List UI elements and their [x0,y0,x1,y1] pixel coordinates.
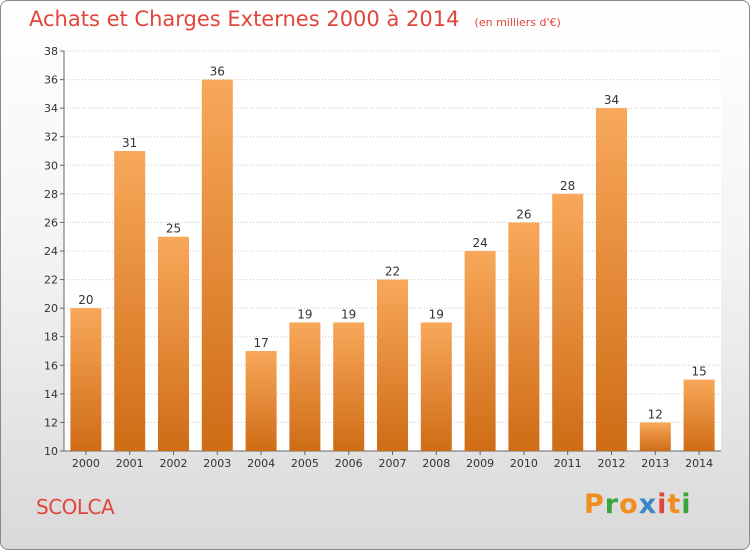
x-tick-label-2005: 2005 [291,457,319,470]
data-label-2000: 20 [78,293,93,307]
bar-2006 [333,322,365,451]
x-tick-label-2001: 2001 [116,457,144,470]
bar-2003 [201,79,233,452]
x-tick-label-2010: 2010 [510,457,538,470]
data-label-2003: 36 [210,65,225,79]
x-tick-label-2011: 2011 [554,457,582,470]
y-tick-label: 20 [44,302,58,315]
bar-2013 [639,422,671,451]
y-tick-label: 38 [44,45,58,58]
logo-letter: i [657,489,668,520]
bar-2009 [464,251,496,451]
logo-letter: r [604,489,620,520]
data-label-2001: 31 [122,136,137,150]
y-tick-label: 24 [44,245,58,258]
y-tick-label: 32 [44,131,58,144]
data-label-2002: 25 [166,222,181,236]
data-label-2010: 26 [516,207,531,221]
y-tick-label: 36 [44,74,58,87]
bar-2008 [420,322,452,451]
x-tick-label-2004: 2004 [247,457,275,470]
logo-letter: o [619,489,639,520]
bar-2007 [377,279,408,451]
y-tick-label: 30 [44,159,58,172]
bar-2004 [245,351,277,451]
x-tick-label-2012: 2012 [598,457,626,470]
bar-2014 [683,379,715,451]
bar-2001 [114,151,146,451]
x-tick-label-2002: 2002 [160,457,188,470]
bar-2010 [508,222,540,451]
y-tick-label: 16 [44,359,58,372]
x-tick-label-2008: 2008 [422,457,450,470]
bar-2012 [596,108,627,452]
bar-2011 [552,193,584,451]
x-tick-label-2007: 2007 [379,457,407,470]
bar-2005 [289,322,321,451]
logo-letter: x [638,489,658,520]
bar-2000 [70,308,102,451]
y-tick-label: 10 [44,445,58,458]
chart-title: Achats et Charges Externes 2000 à 2014 [29,7,460,31]
y-tick-label: 26 [44,216,58,229]
data-label-2014: 15 [691,365,706,379]
y-tick-label: 14 [44,388,58,401]
data-label-2008: 19 [429,307,444,321]
commune-name: SCOLCA [36,495,115,519]
y-tick-label: 28 [44,188,58,201]
y-tick-label: 18 [44,331,58,344]
logo-letter: P [584,489,605,520]
data-label-2006: 19 [341,307,356,321]
unit-label: (en milliers d'€) [474,16,561,29]
data-label-2012: 34 [604,93,619,107]
x-tick-label-2013: 2013 [641,457,669,470]
x-tick-label-2000: 2000 [72,457,100,470]
y-tick-label: 22 [44,274,58,287]
proxiti-logo: Proxiti [584,489,692,520]
x-tick-label-2003: 2003 [203,457,231,470]
data-label-2004: 17 [253,336,268,350]
logo-letter: i [681,489,692,520]
y-tick-label: 12 [44,416,58,429]
data-label-2011: 28 [560,179,575,193]
data-label-2009: 24 [472,236,487,250]
data-label-2005: 19 [297,307,312,321]
data-label-2007: 22 [385,265,400,279]
x-tick-label-2006: 2006 [335,457,363,470]
title-row: Achats et Charges Externes 2000 à 2014 (… [29,7,561,31]
logo-letter: t [667,489,682,520]
bar-2002 [158,236,189,451]
data-label-2013: 12 [648,407,663,421]
y-tick-label: 34 [44,102,58,115]
x-tick-label-2009: 2009 [466,457,494,470]
x-tick-label-2014: 2014 [685,457,713,470]
